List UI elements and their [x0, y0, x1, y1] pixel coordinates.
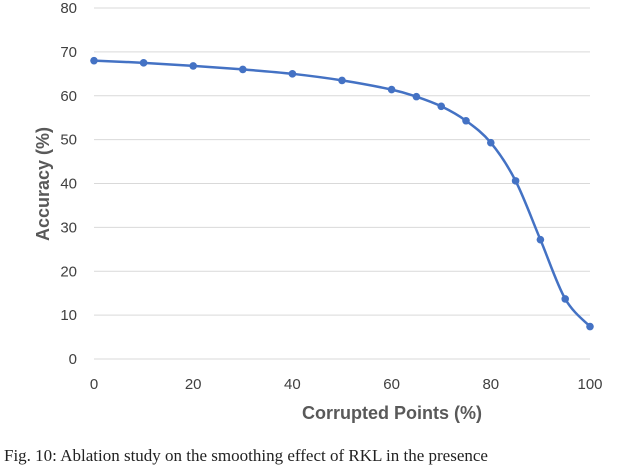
y-tick-label: 50 [60, 132, 77, 149]
y-tick-label: 70 [60, 44, 77, 61]
y-tick-labels: 0 10 20 30 40 50 60 70 80 [60, 0, 77, 368]
data-point [139, 59, 148, 67]
data-point [586, 322, 594, 331]
data-point [487, 138, 495, 147]
accuracy-line-chart: 0 10 20 30 40 50 60 70 80 0 20 40 60 80 100 Corrupted… [33, 0, 603, 423]
data-point [561, 295, 569, 303]
data-point [387, 85, 396, 94]
data-point [338, 76, 346, 85]
figure-caption: Fig. 10: Ablation study on the smoothing… [4, 446, 488, 465]
y-axis-title: Accuracy (%) [33, 127, 53, 241]
y-tick-label: 20 [60, 263, 77, 280]
x-tick-label: 100 [577, 376, 602, 393]
gridlines [94, 7, 590, 360]
series-group [90, 56, 594, 331]
x-axis-title: Corrupted Points (%) [302, 403, 482, 423]
data-point [90, 56, 98, 65]
x-tick-label: 60 [383, 376, 400, 393]
data-point [462, 116, 470, 125]
y-tick-label: 10 [60, 307, 77, 324]
x-tick-label: 40 [284, 376, 301, 393]
data-point [511, 177, 520, 185]
data-point [412, 92, 421, 101]
x-tick-label: 20 [185, 376, 202, 393]
x-tick-label: 0 [90, 376, 98, 393]
y-tick-label: 0 [69, 351, 77, 368]
y-tick-label: 60 [60, 88, 77, 105]
data-point [288, 70, 297, 78]
y-tick-label: 40 [60, 176, 77, 193]
data-point [189, 62, 197, 70]
data-point [239, 65, 247, 74]
x-tick-label: 80 [482, 376, 499, 393]
data-point [437, 102, 446, 111]
x-tick-labels: 0 20 40 60 80 100 [90, 376, 603, 393]
y-tick-label: 80 [60, 0, 77, 17]
data-point [536, 235, 545, 244]
y-tick-label: 30 [60, 219, 77, 236]
series-line [92, 59, 592, 328]
